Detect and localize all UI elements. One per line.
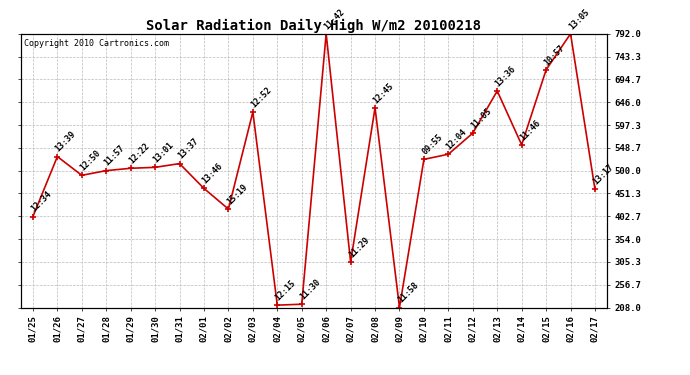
Text: 13:01: 13:01 — [152, 141, 175, 165]
Title: Solar Radiation Daily High W/m2 20100218: Solar Radiation Daily High W/m2 20100218 — [146, 18, 482, 33]
Text: 13:37: 13:37 — [176, 137, 200, 161]
Text: 12:15: 12:15 — [274, 278, 298, 302]
Text: 10:57: 10:57 — [542, 43, 566, 67]
Text: 11:42: 11:42 — [323, 7, 346, 31]
Text: 13:39: 13:39 — [54, 130, 78, 154]
Text: 15:19: 15:19 — [225, 182, 249, 206]
Text: 12:52: 12:52 — [249, 85, 273, 109]
Text: 12:34: 12:34 — [30, 190, 53, 214]
Text: 09:55: 09:55 — [420, 132, 444, 157]
Text: 13:36: 13:36 — [493, 64, 518, 88]
Text: 11:05: 11:05 — [469, 106, 493, 130]
Text: 13:46: 13:46 — [200, 162, 224, 186]
Text: 12:45: 12:45 — [371, 81, 395, 105]
Text: Copyright 2010 Cartronics.com: Copyright 2010 Cartronics.com — [23, 39, 168, 48]
Text: 11:30: 11:30 — [298, 278, 322, 302]
Text: 12:22: 12:22 — [127, 141, 151, 165]
Text: 11:46: 11:46 — [518, 118, 542, 142]
Text: 11:57: 11:57 — [103, 144, 127, 168]
Text: 12:50: 12:50 — [78, 148, 102, 172]
Text: 13:05: 13:05 — [567, 7, 591, 31]
Text: 11:29: 11:29 — [347, 235, 371, 259]
Text: 11:58: 11:58 — [396, 280, 420, 305]
Text: 12:04: 12:04 — [445, 128, 469, 152]
Text: 13:17: 13:17 — [591, 162, 615, 187]
